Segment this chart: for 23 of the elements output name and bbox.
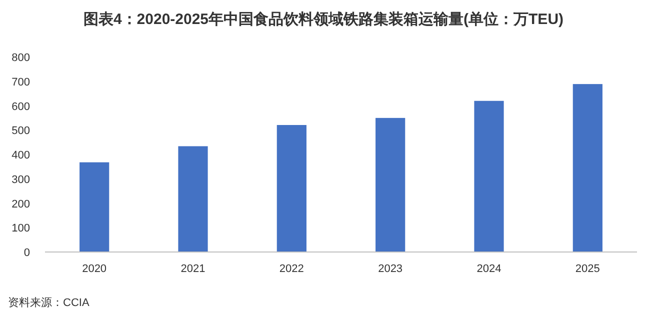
x-tick-label: 2022 <box>279 263 304 275</box>
bar <box>376 118 406 252</box>
y-tick-label: 600 <box>12 100 30 113</box>
bar <box>474 100 504 252</box>
y-tick-label: 500 <box>12 125 30 138</box>
chart-title: 图表4：2020-2025年中国食品饮料领域铁路集装箱运输量(单位：万TEU) <box>83 11 564 28</box>
bar <box>276 125 306 252</box>
y-tick-label: 0 <box>24 247 30 259</box>
x-tick-label: 2021 <box>180 263 206 275</box>
y-tick-label: 200 <box>12 198 30 210</box>
text: 资料来源：CCIA <box>8 296 90 309</box>
y-tick-label: 700 <box>12 76 30 88</box>
bar <box>80 162 110 252</box>
x-tick-label: 2024 <box>476 263 502 275</box>
x-tick-label: 2020 <box>82 263 107 275</box>
x-tick-label: 2023 <box>378 263 403 275</box>
bar <box>178 146 208 252</box>
bar <box>572 84 602 252</box>
y-tick-label: 300 <box>12 174 30 186</box>
y-tick-label: 100 <box>12 222 30 235</box>
y-tick-label: 800 <box>12 52 30 64</box>
x-tick-label: 2025 <box>575 263 600 275</box>
y-tick-label: 400 <box>12 150 30 162</box>
